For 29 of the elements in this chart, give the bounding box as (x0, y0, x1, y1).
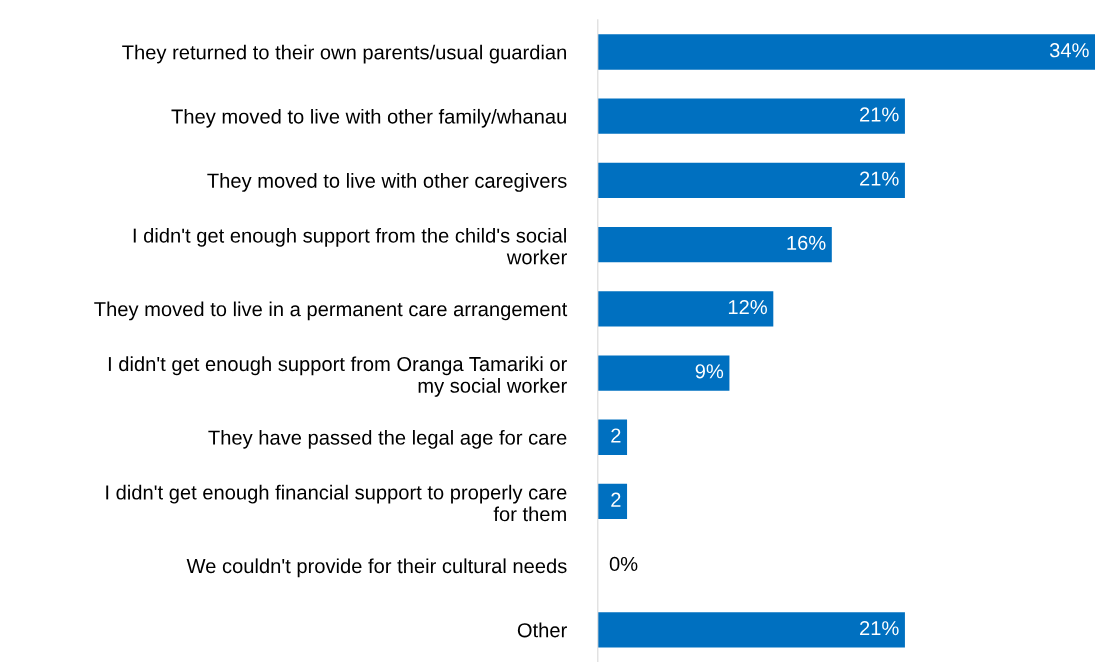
y-tick-label: They moved to live with other caregivers (207, 173, 567, 192)
y-tick-label: We couldn't provide for their cultural needs (186, 558, 567, 578)
y-tick-label: They moved to live with other family/whanau (171, 108, 566, 128)
data-label: 21% (860, 107, 899, 122)
y-tick-label: Other (517, 622, 567, 638)
y-tick-label: I didn't get enough financial support to properly care for them (106, 484, 567, 522)
data-label: 2 (611, 492, 621, 507)
y-tick-label: They returned to their own parents/usual guardian (122, 44, 566, 64)
data-label: 16% (787, 235, 826, 251)
bar (597, 291, 774, 327)
bar (597, 483, 628, 520)
bar (597, 355, 730, 391)
data-label: 34% (1049, 43, 1089, 58)
bar (597, 419, 628, 455)
data-label: 21% (860, 171, 899, 186)
bar (597, 226, 832, 263)
bar (597, 98, 905, 134)
bar (597, 612, 905, 648)
data-label: 9% (695, 364, 724, 379)
bar (597, 162, 905, 199)
data-label: 0% (609, 556, 638, 572)
y-tick-label: I didn't get enough support from Oranga Tamariki or my social worker (108, 356, 567, 397)
data-label: 12% (728, 299, 767, 315)
y-tick-label: I didn't get enough support from the child's social worker (133, 227, 567, 265)
y-tick-label: They have passed the legal age for care (208, 429, 567, 449)
y-tick-label: They moved to live in a permanent care arrangement (94, 301, 568, 321)
data-label: 2 (611, 428, 621, 443)
bar (597, 34, 1096, 70)
data-label: 21% (860, 621, 899, 636)
